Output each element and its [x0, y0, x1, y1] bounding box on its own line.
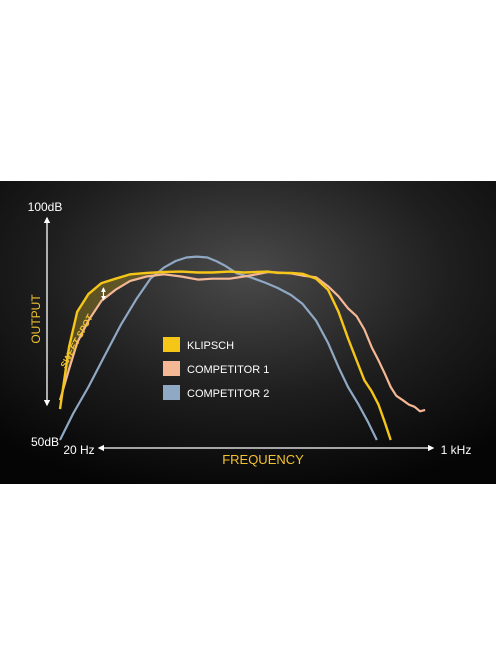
x-min-label: 20 Hz	[63, 443, 94, 457]
series-line-klipsch	[58, 270, 392, 441]
series-layer	[58, 255, 426, 441]
legend-label-competitor-2: COMPETITOR 2	[187, 388, 269, 400]
legend: KLIPSCH COMPETITOR 1 COMPETITOR 2	[163, 337, 269, 400]
legend-swatch-klipsch	[163, 337, 180, 352]
y-axis-title: OUTPUT	[29, 294, 43, 344]
sweet-spot-band	[60, 272, 164, 410]
x-max-label: 1 kHz	[441, 443, 472, 457]
chart-panel: SWEET SPOT 100dB 50dB 20 Hz 1 kHz FREQUE…	[0, 181, 496, 484]
y-min-label: 50dB	[31, 435, 59, 449]
series-line-competitor-2	[59, 255, 378, 441]
frequency-response-chart: SWEET SPOT 100dB 50dB 20 Hz 1 kHz FREQUE…	[0, 181, 496, 484]
legend-swatch-competitor-1	[163, 361, 180, 376]
x-axis-title: FREQUENCY	[222, 452, 304, 467]
legend-label-competitor-1: COMPETITOR 1	[187, 364, 269, 376]
legend-swatch-competitor-2	[163, 385, 180, 400]
y-max-label: 100dB	[28, 200, 63, 214]
legend-label-klipsch: KLIPSCH	[187, 340, 234, 352]
